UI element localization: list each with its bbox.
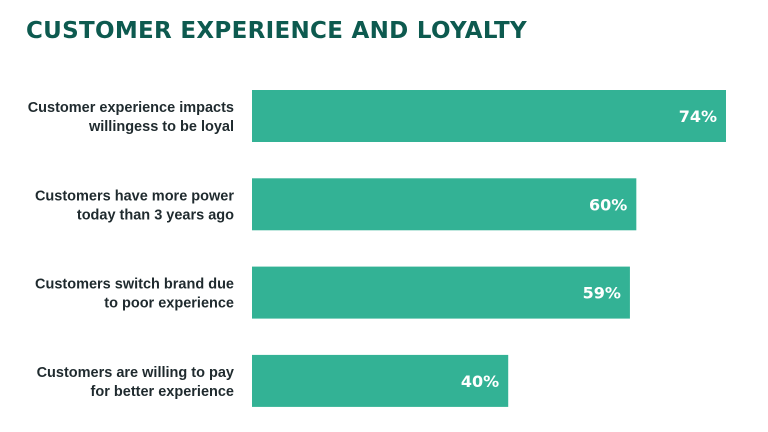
bar-4 — [252, 354, 509, 407]
category-label-2-line-2: today than 3 years ago — [77, 207, 234, 223]
value-label-1: 74% — [679, 107, 717, 126]
category-label-1-line-2: willingess to be loyal — [88, 119, 234, 135]
category-label-2-line-1: Customers have more power — [35, 188, 234, 204]
bar-1 — [252, 90, 726, 142]
bar-3 — [252, 266, 630, 319]
value-label-4: 40% — [461, 372, 499, 391]
bar-2 — [252, 178, 637, 231]
page-title: CUSTOMER EXPERIENCE AND LOYALTY — [26, 18, 527, 44]
category-label-3-line-2: to poor experience — [104, 296, 234, 312]
category-label-1-line-1: Customer experience impacts — [28, 100, 234, 116]
category-label-3-line-1: Customers switch brand due — [35, 277, 234, 293]
category-label-4-line-2: for better experience — [91, 384, 234, 400]
value-label-2: 60% — [589, 195, 627, 214]
category-label-4-line-1: Customers are willing to pay — [37, 365, 234, 381]
value-label-3: 59% — [583, 284, 621, 303]
